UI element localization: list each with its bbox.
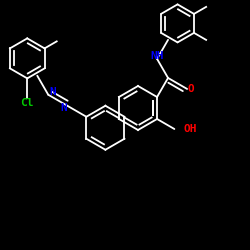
Text: N: N <box>60 103 67 113</box>
Text: NH: NH <box>150 51 164 61</box>
Text: Cl: Cl <box>20 98 34 108</box>
Text: OH: OH <box>183 124 197 134</box>
Text: N: N <box>49 87 56 97</box>
Text: O: O <box>188 84 194 94</box>
